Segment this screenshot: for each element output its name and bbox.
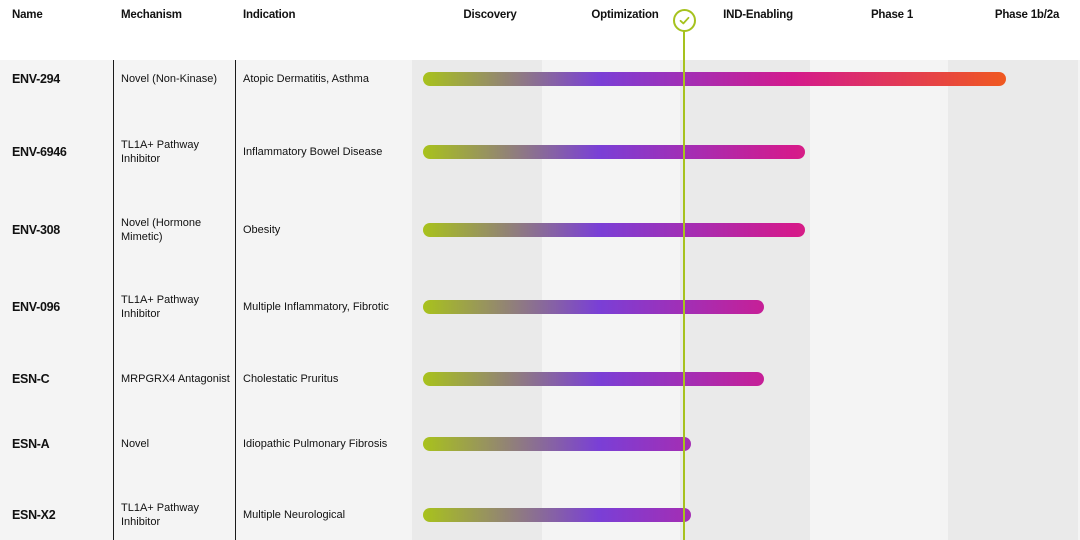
row-name: ESN-C (12, 372, 50, 386)
row-indication: Cholestatic Pruritus (243, 373, 339, 385)
check-icon (679, 16, 690, 25)
stage-header-phase-1b-2a: Phase 1b/2a (994, 9, 1060, 21)
row-mechanism: Novel (Non-Kinase) (121, 73, 217, 85)
column-header-mechanism: Mechanism (121, 9, 182, 21)
row-mechanism: TL1A+ Pathway Inhibitor (121, 294, 199, 320)
current-stage-marker (673, 9, 696, 32)
row-name: ENV-096 (12, 300, 60, 314)
column-header-indication: Indication (243, 9, 296, 21)
row-indication: Idiopathic Pulmonary Fibrosis (243, 438, 388, 450)
stage-header-ind-enabling: IND-Enabling (723, 9, 793, 21)
table-header: Name Mechanism Indication Discovery Optim… (0, 0, 1080, 60)
row-name: ENV-294 (12, 72, 60, 86)
stage-header-phase-1: Phase 1 (870, 9, 914, 21)
row-mechanism: TL1A+ Pathway Inhibitor (121, 139, 199, 165)
stage-header-optimization: Optimization (591, 9, 659, 21)
current-stage-marker-line (683, 22, 685, 540)
row-indication: Multiple Neurological (243, 509, 346, 521)
row-indication: Obesity (243, 224, 281, 236)
row-mechanism: MRPGRX4 Antagonist (121, 373, 230, 385)
column-divider (113, 60, 114, 540)
row-name: ENV-308 (12, 223, 60, 237)
row-name: ESN-X2 (12, 508, 56, 522)
row-indication: Atopic Dermatitis, Asthma (243, 73, 369, 85)
progress-bar (423, 372, 765, 386)
progress-bar (423, 72, 1006, 86)
stage-column-bg (948, 60, 1078, 540)
progress-bar (423, 300, 765, 314)
column-header-name: Name (12, 9, 43, 21)
row-mechanism: TL1A+ Pathway Inhibitor (121, 502, 199, 528)
progress-bar (423, 145, 805, 159)
row-name: ESN-A (12, 437, 50, 451)
stage-header-discovery: Discovery (463, 9, 517, 21)
row-indication: Multiple Inflammatory, Fibrotic (243, 301, 389, 313)
progress-bar (423, 223, 805, 237)
progress-bar (423, 437, 691, 451)
row-indication: Inflammatory Bowel Disease (243, 146, 383, 158)
row-mechanism: Novel (121, 438, 150, 450)
row-name: ENV-6946 (12, 145, 67, 159)
column-divider (235, 60, 236, 540)
row-mechanism: Novel (Hormone Mimetic) (121, 217, 202, 243)
progress-bar (423, 508, 691, 522)
